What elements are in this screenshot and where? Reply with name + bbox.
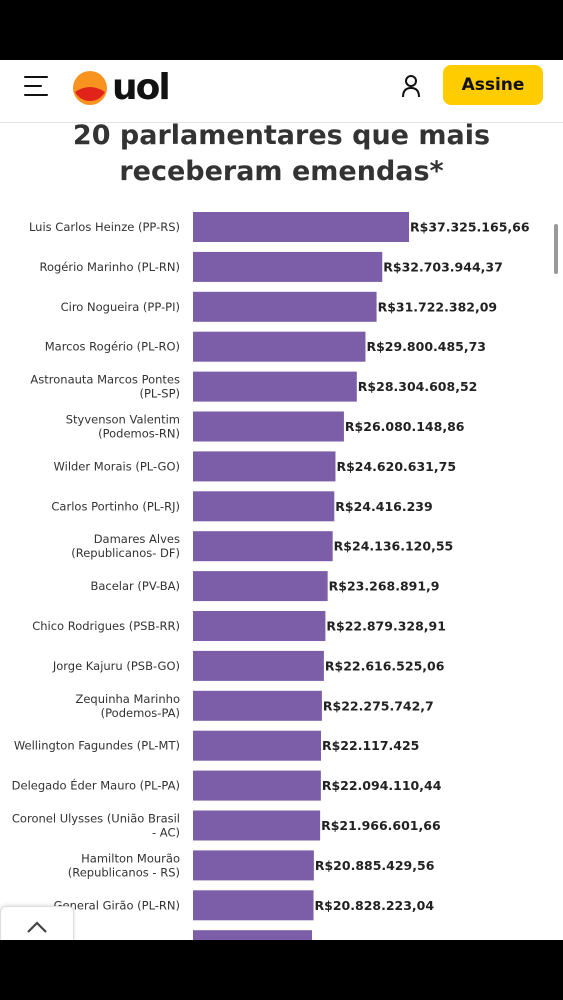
bar-3 <box>193 291 377 322</box>
value-label-15: R$22.094.110,44 <box>322 778 442 793</box>
bar-18 <box>193 890 314 921</box>
value-label-6: R$26.080.148,86 <box>345 419 465 434</box>
category-label-16: Coronel Ulysses (União Brasil - AC) <box>12 812 180 840</box>
category-label-7: Wilder Morais (PL-GO) <box>54 459 181 473</box>
value-label-12: R$22.616.525,06 <box>325 658 445 673</box>
category-label-13: Zequinha Marinho (Podemos-PA) <box>75 692 180 720</box>
value-label-5: R$28.304.608,52 <box>358 379 478 394</box>
category-label-2: Rogério Marinho (PL-RN) <box>39 260 180 274</box>
scrollbar-thumb[interactable] <box>554 224 558 274</box>
value-label-11: R$22.879.328,91 <box>326 619 446 634</box>
value-label-1: R$37.325.165,66 <box>410 220 530 235</box>
value-label-13: R$22.275.742,7 <box>323 698 434 713</box>
bar-16 <box>193 810 321 841</box>
value-label-2: R$32.703.944,37 <box>383 259 503 274</box>
uol-sun-logo-icon <box>73 71 107 105</box>
category-label-8: Carlos Portinho (PL-RJ) <box>51 499 180 513</box>
bar-1 <box>193 212 409 242</box>
bar-4 <box>193 331 366 362</box>
bar-15 <box>193 770 321 801</box>
bar-5 <box>193 371 357 402</box>
value-label-10: R$23.268.891,9 <box>329 579 440 594</box>
category-label-17: Hamilton Mourão (Republicanos - RS) <box>68 851 180 879</box>
value-label-7: R$24.620.631,75 <box>336 459 456 474</box>
category-label-9: Damares Alves (Republicanos- DF) <box>71 532 180 560</box>
category-label-6: Styvenson Valentim (Podemos-RN) <box>66 413 180 441</box>
uol-logo[interactable]: uol <box>72 67 171 108</box>
bar-partial <box>193 930 312 940</box>
category-label-18: General Girão (PL-RN) <box>54 898 180 912</box>
scroll-to-top-button[interactable] <box>0 906 74 940</box>
chart-title: 20 parlamentares que mais receberam emen… <box>72 120 491 187</box>
bar-10 <box>193 571 328 602</box>
value-label-8: R$24.416.239 <box>335 499 432 514</box>
uol-logo-text: uol <box>112 67 171 108</box>
value-label-17: R$20.885.429,56 <box>315 858 435 873</box>
bar-9 <box>193 531 333 562</box>
chevron-up-icon <box>27 921 47 933</box>
category-label-10: Bacelar (PV-BA) <box>90 579 180 593</box>
category-label-4: Marcos Rogério (PL-RO) <box>45 340 180 354</box>
bar-6 <box>193 411 344 442</box>
value-label-4: R$29.800.485,73 <box>366 339 486 354</box>
category-label-12: Jorge Kajuru (PSB-GO) <box>52 659 180 673</box>
subscribe-button[interactable]: Assine <box>443 65 543 105</box>
bar-14 <box>193 730 321 761</box>
bar-12 <box>193 650 324 681</box>
screen: uol Assine 20 parlamentares que mais rec… <box>0 60 563 940</box>
bar-7 <box>193 451 336 482</box>
category-label-11: Chico Rodrigues (PSB-RR) <box>32 619 180 633</box>
bar-11 <box>193 611 326 641</box>
user-icon[interactable] <box>400 74 422 98</box>
category-label-14: Wellington Fagundes (PL-MT) <box>14 739 180 753</box>
bar-13 <box>193 690 322 721</box>
bar-2 <box>193 251 383 282</box>
category-label-3: Ciro Nogueira (PP-PI) <box>61 300 180 314</box>
value-label-14: R$22.117.425 <box>322 738 419 753</box>
value-label-16: R$21.966.601,66 <box>321 818 441 833</box>
site-header: uol Assine <box>0 60 563 123</box>
category-label-15: Delegado Éder Mauro (PL-PA) <box>12 778 180 793</box>
bar-chart: R$37.325.165,66 Luis Carlos Heinze (PP-RS… <box>12 212 530 940</box>
value-label-9: R$24.136.120,55 <box>334 539 454 554</box>
bar-17 <box>193 850 314 881</box>
value-label-18: R$20.828.223,04 <box>315 898 435 913</box>
category-label-5: Astronauta Marcos Pontes (PL-SP) <box>30 373 180 401</box>
value-label-3: R$31.722.382,09 <box>378 299 498 314</box>
category-label-1: Luis Carlos Heinze (PP-RS) <box>29 220 180 234</box>
hamburger-menu-icon[interactable] <box>24 74 50 98</box>
bar-8 <box>193 491 335 522</box>
